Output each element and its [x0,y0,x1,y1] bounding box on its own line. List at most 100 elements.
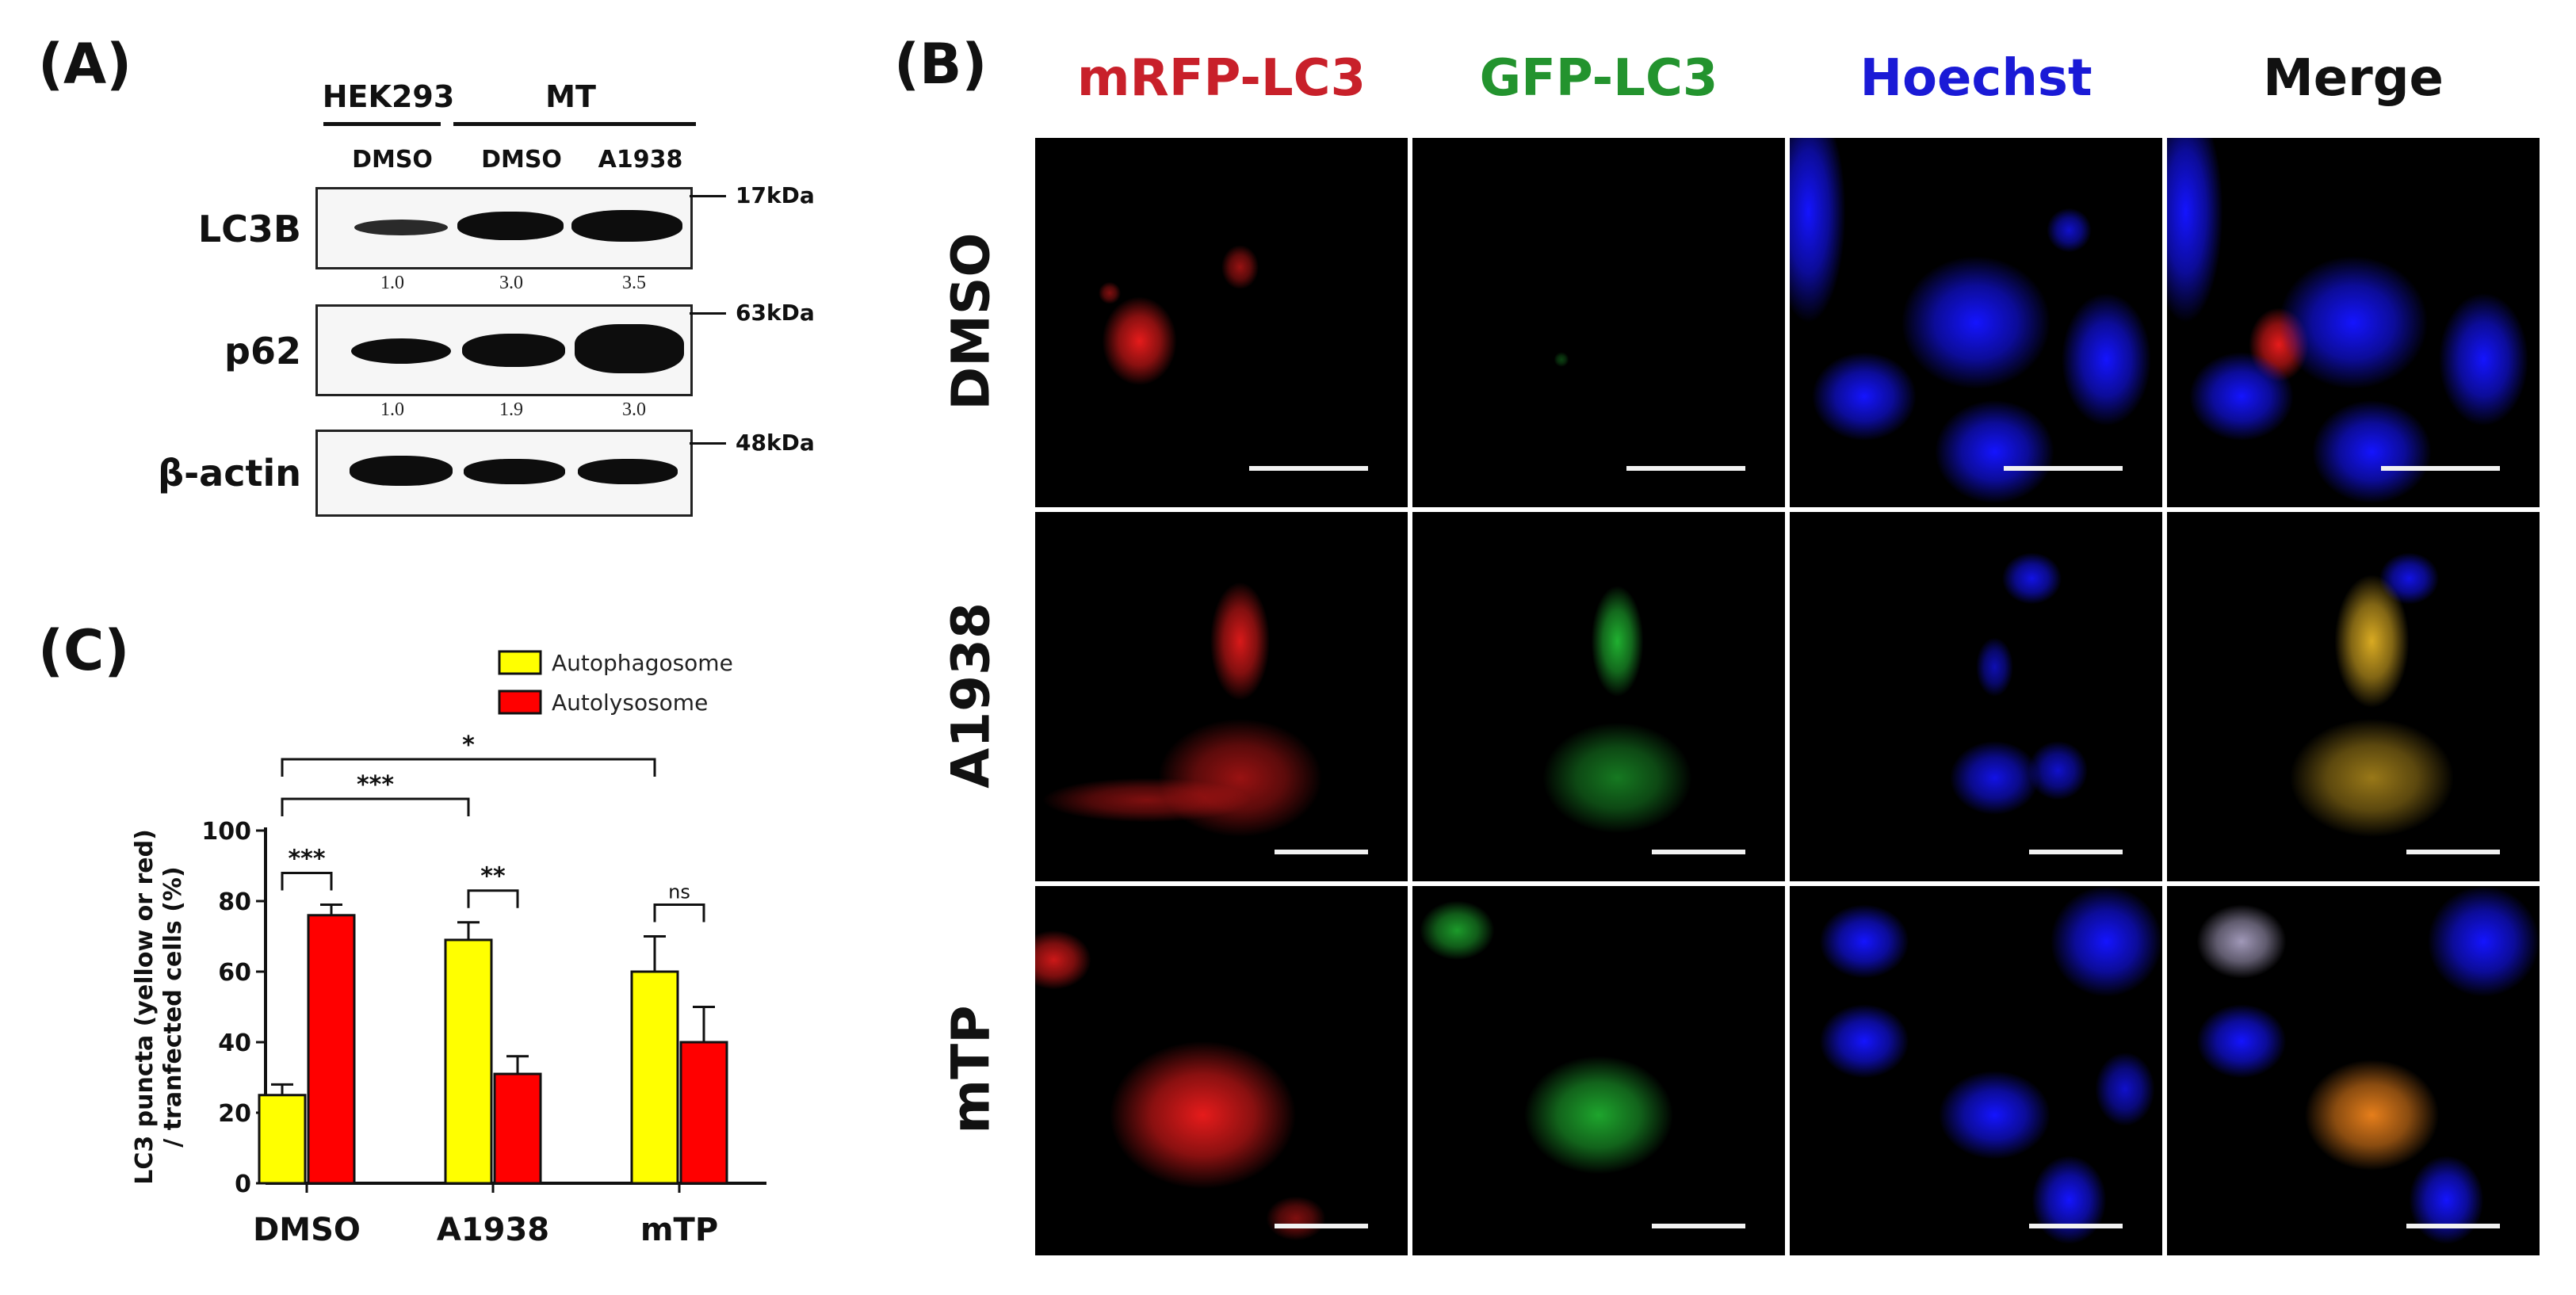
micrograph-1-1 [1412,512,1785,881]
row-header-2: mTP [940,1005,1002,1134]
quant-value: 1.0 [380,273,404,293]
micrograph-0-2 [1790,138,2162,507]
category-label-2: mTP [640,1212,718,1248]
significance-label: ** [480,863,506,891]
group-label-mt: MT [545,79,596,114]
micrograph-2-3 [2167,886,2540,1255]
bar-0-1 [444,938,493,1185]
significance-bracket [281,758,656,777]
category-label-0: DMSO [253,1212,361,1248]
scale-bar [2029,1224,2123,1228]
marker-actin: 48kDa [736,430,815,456]
marker-tick [690,442,726,445]
lane-label-1: DMSO [352,146,433,174]
micrograph-1-2 [1790,512,2162,881]
group-line-hek293 [323,122,441,126]
bar-chart: 0 20 40 60 80 100 DMSO A1938 mTP LC3 puncta (yell… [131,650,766,1248]
y-tick-label: 40 [218,1030,251,1057]
marker-lc3b: 17kDa [736,182,815,208]
panel-label-b: (B) [894,32,988,97]
channel-header-0: mRFP-LC3 [1076,49,1366,108]
scale-bar [1652,1224,1745,1228]
quant-value: 3.5 [622,273,646,293]
channel-header-3: Merge [2263,49,2444,108]
blot-p62 [315,304,693,396]
lane-label-3: A1938 [598,146,683,174]
significance-bracket [281,797,470,816]
micrograph-2-0 [1035,886,1408,1255]
y-tick-label: 20 [218,1100,251,1128]
significance-label: ns [668,881,690,903]
row-header-0: DMSO [940,232,1002,411]
bar-1-2 [679,1041,728,1185]
band [457,212,564,240]
significance-bracket [281,871,333,891]
scale-bar [1249,466,1368,471]
band [354,220,448,235]
band [464,459,565,484]
micrograph-0-1 [1412,138,1785,507]
significance-label: * [462,732,475,759]
blot-label-lc3b: LC3B [197,208,301,250]
micrograph-0-3 [2167,138,2540,507]
band [575,324,684,373]
group-line-mt [453,122,696,126]
scale-bar [2406,850,2500,854]
row-header-1: A1938 [940,602,1002,789]
channel-header-2: Hoechst [1859,49,2093,108]
blot-actin [315,430,693,517]
panel-label-a: (A) [38,32,132,97]
scale-bar [2381,466,2500,471]
y-tick-label: 60 [218,959,251,987]
scale-bar [2029,850,2123,854]
micrograph-2-2 [1790,886,2162,1255]
y-axis-label-line1: LC3 puncta (yellow or red) [131,829,159,1185]
y-tick-label: 80 [218,888,251,916]
y-tick-label: 100 [201,818,251,846]
blot-label-p62: p62 [224,330,301,372]
legend-label-0: Autophagosome [552,650,733,676]
micrograph-0-0 [1035,138,1408,507]
scale-bar [1275,850,1368,854]
bar-1-1 [493,1072,542,1185]
significance-bracket [653,903,705,923]
lane-label-2: DMSO [481,146,562,174]
significance-label: *** [288,845,325,873]
channel-header-1: GFP-LC3 [1479,49,1718,108]
marker-tick [690,195,726,197]
scale-bar [2406,1224,2500,1228]
band [351,338,451,364]
quant-value: 1.0 [380,399,404,420]
band [571,210,682,242]
marker-tick [690,312,726,315]
legend-swatch-1 [498,690,542,715]
panel-label-c: (C) [38,618,130,683]
bar-0-2 [630,970,679,1185]
scale-bar [2004,466,2123,471]
micrograph-2-1 [1412,886,1785,1255]
blot-lc3b [315,187,693,269]
band [462,334,565,367]
bar-1-0 [307,914,356,1185]
significance-label: *** [357,771,394,799]
micrograph-1-3 [2167,512,2540,881]
group-label-hek293: HEK293 [322,79,455,114]
significance-bracket [467,889,519,908]
band [350,456,453,486]
scale-bar [1626,466,1745,471]
legend-swatch-0 [498,650,542,675]
blot-label-actin: β-actin [158,452,301,495]
micrograph-1-0 [1035,512,1408,881]
band [578,459,678,484]
quant-value: 3.0 [499,273,523,293]
legend-label-1: Autolysosome [552,690,708,716]
scale-bar [1275,1224,1368,1228]
bar-0-0 [258,1094,307,1185]
scale-bar [1652,850,1745,854]
y-axis-label-line2: / tranfected cells (%) [159,866,187,1147]
quant-value: 1.9 [499,399,523,420]
category-label-1: A1938 [437,1212,549,1248]
y-tick-label: 0 [235,1171,251,1198]
quant-value: 3.0 [622,399,646,420]
marker-p62: 63kDa [736,300,815,326]
